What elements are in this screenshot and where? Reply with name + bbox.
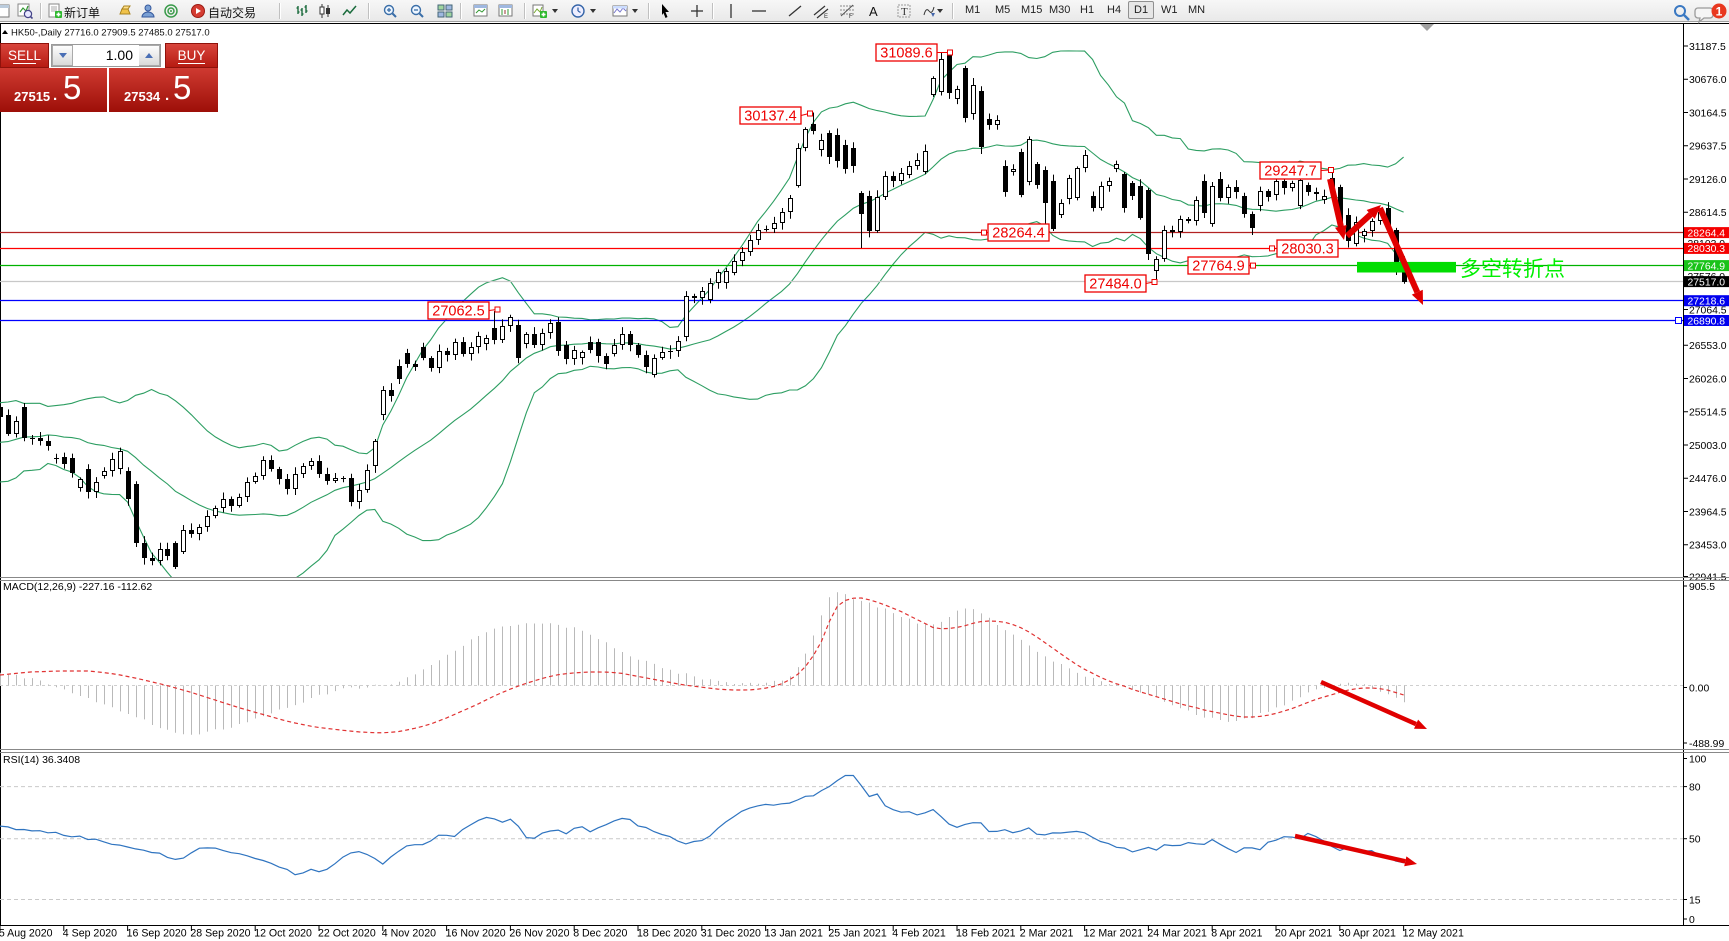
svg-text:30 Apr 2021: 30 Apr 2021 <box>1339 928 1396 940</box>
svg-text:25003.0: 25003.0 <box>1689 441 1727 452</box>
svg-text:12 Mar 2021: 12 Mar 2021 <box>1084 928 1144 940</box>
svg-text:22 Oct 2020: 22 Oct 2020 <box>318 928 376 940</box>
svg-text:28264.4: 28264.4 <box>992 226 1044 242</box>
svg-text:28614.5: 28614.5 <box>1689 208 1727 219</box>
svg-text:30164.5: 30164.5 <box>1689 108 1727 119</box>
svg-text:31187.5: 31187.5 <box>1689 42 1726 53</box>
svg-text:-488.99: -488.99 <box>1689 739 1724 750</box>
svg-text:28 Sep 2020: 28 Sep 2020 <box>190 928 250 940</box>
svg-text:31 Dec 2020: 31 Dec 2020 <box>701 928 761 940</box>
svg-text:29637.5: 29637.5 <box>1689 142 1727 153</box>
svg-text:25 Aug 2020: 25 Aug 2020 <box>0 928 53 940</box>
svg-text:12 May 2021: 12 May 2021 <box>1403 928 1464 940</box>
svg-text:23453.0: 23453.0 <box>1689 541 1727 552</box>
svg-text:26 Nov 2020: 26 Nov 2020 <box>509 928 569 940</box>
svg-text:13 Jan 2021: 13 Jan 2021 <box>765 928 823 940</box>
svg-text:1: 1 <box>1716 5 1723 19</box>
svg-text:18 Feb 2021: 18 Feb 2021 <box>956 928 1016 940</box>
svg-text:27764.9: 27764.9 <box>1688 261 1726 272</box>
svg-text:4 Feb 2021: 4 Feb 2021 <box>892 928 946 940</box>
svg-text:20 Apr 2021: 20 Apr 2021 <box>1275 928 1332 940</box>
svg-text:E: E <box>824 14 828 19</box>
svg-text:T: T <box>901 6 908 18</box>
svg-text:27764.9: 27764.9 <box>1192 259 1244 275</box>
svg-text:100: 100 <box>1689 754 1707 765</box>
svg-text:多空转折点: 多空转折点 <box>1460 258 1565 281</box>
svg-text:24 Mar 2021: 24 Mar 2021 <box>1147 928 1207 940</box>
svg-text:30137.4: 30137.4 <box>744 109 796 125</box>
svg-text:0: 0 <box>1689 915 1695 926</box>
svg-text:27218.6: 27218.6 <box>1688 297 1726 308</box>
svg-text:27517.0: 27517.0 <box>1688 277 1726 288</box>
svg-text:28264.4: 28264.4 <box>1688 228 1726 239</box>
svg-text:27062.5: 27062.5 <box>432 304 484 320</box>
svg-text:8 Apr 2021: 8 Apr 2021 <box>1211 928 1262 940</box>
svg-text:12 Oct 2020: 12 Oct 2020 <box>254 928 312 940</box>
svg-text:0.00: 0.00 <box>1689 683 1709 694</box>
svg-text:26026.0: 26026.0 <box>1689 374 1727 385</box>
svg-text:31089.6: 31089.6 <box>880 46 932 62</box>
svg-text:8 Dec 2020: 8 Dec 2020 <box>573 928 627 940</box>
svg-text:HK50-,Daily 27716.0 27909.5 2: HK50-,Daily 27716.0 27909.5 27485.0 2751… <box>11 28 210 39</box>
svg-text:25514.5: 25514.5 <box>1689 408 1727 419</box>
svg-text:80: 80 <box>1689 782 1701 793</box>
svg-text:RSI(14) 36.3408: RSI(14) 36.3408 <box>3 754 80 766</box>
svg-text:24476.0: 24476.0 <box>1689 474 1727 485</box>
svg-text:23964.5: 23964.5 <box>1689 507 1727 518</box>
svg-text:29126.0: 29126.0 <box>1689 175 1727 186</box>
svg-text:15: 15 <box>1689 895 1701 906</box>
svg-text:F: F <box>849 14 853 19</box>
svg-text:26890.8: 26890.8 <box>1688 316 1726 327</box>
svg-text:27484.0: 27484.0 <box>1089 277 1141 293</box>
svg-text:16 Sep 2020: 16 Sep 2020 <box>127 928 187 940</box>
svg-text:4 Nov 2020: 4 Nov 2020 <box>382 928 436 940</box>
svg-text:27064.5: 27064.5 <box>1689 305 1727 316</box>
svg-text:28030.3: 28030.3 <box>1281 242 1333 258</box>
svg-text:28030.3: 28030.3 <box>1688 244 1726 255</box>
svg-text:29247.7: 29247.7 <box>1264 164 1316 180</box>
svg-text:16 Nov 2020: 16 Nov 2020 <box>446 928 506 940</box>
svg-text:2 Mar 2021: 2 Mar 2021 <box>1020 928 1074 940</box>
svg-text:50: 50 <box>1689 835 1701 846</box>
svg-text:18 Dec 2020: 18 Dec 2020 <box>637 928 697 940</box>
svg-text:30676.0: 30676.0 <box>1689 75 1727 86</box>
svg-text:MACD(12,26,9) -227.16 -112.62: MACD(12,26,9) -227.16 -112.62 <box>3 581 152 593</box>
svg-text:905.5: 905.5 <box>1689 582 1715 593</box>
svg-text:4 Sep 2020: 4 Sep 2020 <box>63 928 117 940</box>
svg-text:25 Jan 2021: 25 Jan 2021 <box>828 928 886 940</box>
svg-text:26553.0: 26553.0 <box>1689 341 1727 352</box>
